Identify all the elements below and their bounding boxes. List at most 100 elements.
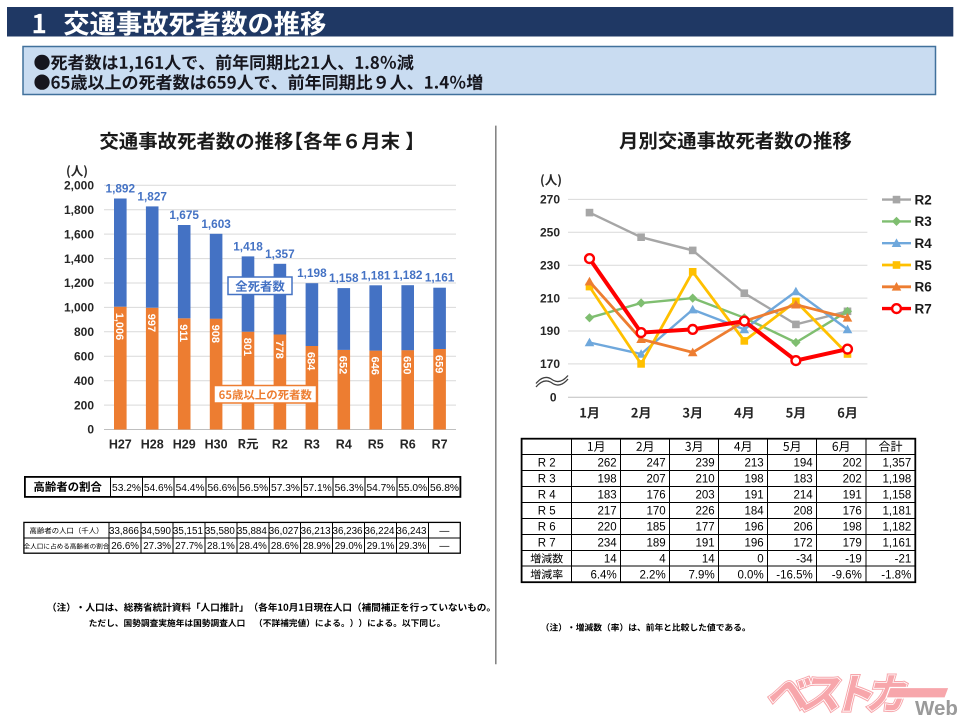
svg-text:53.2%: 53.2%: [112, 483, 141, 494]
svg-text:239: 239: [696, 458, 715, 470]
svg-text:194: 194: [794, 458, 814, 470]
svg-text:35,884: 35,884: [237, 526, 268, 537]
svg-text:206: 206: [794, 522, 813, 534]
svg-text:801: 801: [241, 338, 253, 356]
svg-text:1,181: 1,181: [883, 506, 912, 518]
svg-text:1,800: 1,800: [64, 203, 94, 217]
svg-text:191: 191: [745, 490, 764, 502]
svg-text:250: 250: [540, 226, 560, 240]
svg-text:27.3%: 27.3%: [143, 541, 171, 552]
svg-text:172: 172: [794, 538, 813, 550]
svg-text:56.6%: 56.6%: [207, 483, 236, 494]
svg-text:0: 0: [757, 554, 763, 566]
svg-text:R7: R7: [432, 437, 448, 451]
svg-text:652: 652: [337, 356, 349, 374]
svg-text:4: 4: [659, 554, 666, 566]
svg-text:234: 234: [598, 538, 618, 550]
svg-text:R5: R5: [368, 437, 384, 451]
svg-text:189: 189: [647, 538, 666, 550]
svg-text:1,357: 1,357: [883, 458, 912, 470]
svg-text:R4: R4: [336, 437, 352, 451]
svg-text:210: 210: [696, 474, 715, 486]
svg-text:36,236: 36,236: [333, 526, 364, 537]
svg-text:1,198: 1,198: [297, 266, 327, 280]
svg-text:200: 200: [74, 398, 94, 412]
svg-text:57.3%: 57.3%: [271, 483, 300, 494]
svg-text:1,357: 1,357: [265, 247, 295, 261]
svg-text:196: 196: [745, 538, 764, 550]
svg-text:1,198: 1,198: [883, 474, 912, 486]
svg-text:1,675: 1,675: [169, 208, 199, 222]
svg-text:179: 179: [843, 538, 862, 550]
svg-text:28.1%: 28.1%: [207, 541, 235, 552]
svg-text:54.4%: 54.4%: [176, 483, 205, 494]
svg-text:R 6: R 6: [538, 522, 556, 534]
svg-text:28.4%: 28.4%: [239, 541, 267, 552]
svg-text:-1.8%: -1.8%: [881, 569, 911, 581]
svg-text:600: 600: [74, 349, 94, 363]
svg-text:1,418: 1,418: [233, 239, 263, 253]
svg-text:56.8%: 56.8%: [430, 483, 459, 494]
svg-text:191: 191: [843, 490, 862, 502]
svg-text:1,158: 1,158: [883, 490, 912, 502]
svg-text:270: 270: [540, 193, 560, 207]
svg-text:1,161: 1,161: [883, 538, 912, 550]
svg-text:14: 14: [604, 554, 617, 566]
svg-text:6.4%: 6.4%: [590, 569, 616, 581]
svg-text:176: 176: [843, 506, 862, 518]
svg-text:217: 217: [598, 506, 617, 518]
svg-text:29.1%: 29.1%: [367, 541, 395, 552]
svg-text:213: 213: [745, 458, 764, 470]
svg-text:800: 800: [74, 325, 94, 339]
svg-text:997: 997: [145, 314, 157, 332]
svg-text:-9.6%: -9.6%: [832, 569, 862, 581]
svg-text:202: 202: [843, 474, 862, 486]
svg-text:1,158: 1,158: [329, 271, 359, 285]
svg-text:R 4: R 4: [538, 490, 557, 502]
svg-text:400: 400: [74, 374, 94, 388]
svg-text:1,161: 1,161: [425, 271, 455, 285]
svg-text:1,827: 1,827: [137, 189, 167, 203]
svg-text:R6: R6: [400, 437, 416, 451]
svg-text:202: 202: [843, 458, 862, 470]
svg-text:1,181: 1,181: [361, 268, 391, 282]
svg-text:55.0%: 55.0%: [398, 483, 427, 494]
svg-text:-34: -34: [796, 554, 813, 566]
svg-text:1,000: 1,000: [64, 301, 94, 315]
svg-text:R5: R5: [915, 258, 933, 273]
svg-text:-16.5%: -16.5%: [776, 569, 812, 581]
svg-text:7.9%: 7.9%: [688, 569, 714, 581]
svg-text:183: 183: [598, 490, 617, 502]
svg-text:H30: H30: [205, 437, 228, 451]
svg-text:R2: R2: [915, 192, 932, 207]
svg-text:35,580: 35,580: [205, 526, 236, 537]
svg-text:214: 214: [794, 490, 814, 502]
svg-text:H27: H27: [109, 437, 132, 451]
svg-text:220: 220: [598, 522, 617, 534]
svg-text:908: 908: [209, 325, 221, 343]
svg-text:R7: R7: [915, 301, 932, 316]
svg-text:R2: R2: [272, 437, 288, 451]
svg-text:R 7: R 7: [538, 538, 556, 550]
svg-text:36,243: 36,243: [396, 526, 427, 537]
svg-text:198: 198: [598, 474, 617, 486]
svg-text:-21: -21: [895, 554, 912, 566]
svg-text:28.9%: 28.9%: [303, 541, 331, 552]
svg-text:33,866: 33,866: [109, 526, 140, 537]
svg-text:29.0%: 29.0%: [335, 541, 363, 552]
svg-text:203: 203: [696, 490, 715, 502]
svg-text:1,182: 1,182: [393, 268, 423, 282]
svg-text:R 5: R 5: [538, 506, 556, 518]
svg-text:190: 190: [540, 324, 560, 338]
svg-text:208: 208: [794, 506, 813, 518]
svg-text:1,892: 1,892: [106, 182, 136, 196]
svg-text:183: 183: [794, 474, 813, 486]
svg-text:1,200: 1,200: [64, 276, 94, 290]
svg-text:―: ―: [439, 541, 449, 552]
svg-text:646: 646: [369, 357, 381, 375]
svg-text:650: 650: [401, 356, 413, 374]
svg-text:27.7%: 27.7%: [175, 541, 203, 552]
svg-text:34,590: 34,590: [141, 526, 172, 537]
svg-text:684: 684: [305, 352, 317, 371]
svg-text:14: 14: [702, 554, 715, 566]
